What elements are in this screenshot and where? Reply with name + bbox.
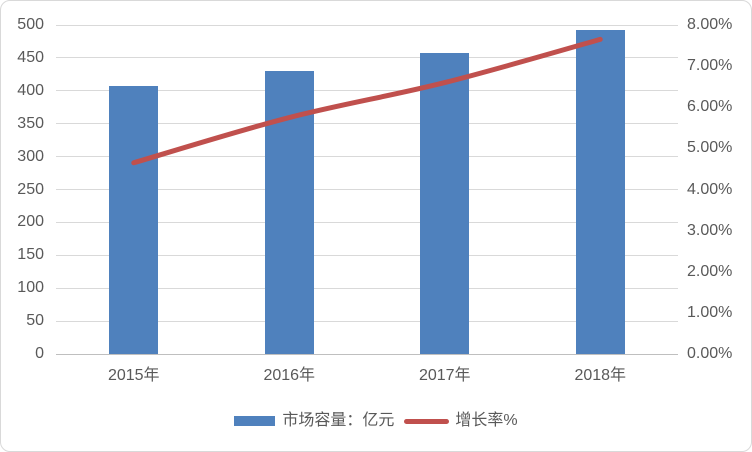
right-axis-tick-label: 1.00%	[687, 303, 733, 321]
gridline	[56, 24, 678, 26]
gridline	[56, 189, 678, 190]
left-axis-tick-label: 350	[17, 114, 44, 132]
right-axis-tick-label: 5.00%	[687, 139, 733, 157]
left-axis-tick-label: 300	[17, 147, 44, 165]
right-axis-tick-label: 3.00%	[687, 221, 733, 239]
bar-2017	[420, 52, 470, 354]
right-axis-tick-label: 2.00%	[687, 262, 733, 280]
legend-label-market-size: 市场容量：亿元	[282, 412, 395, 429]
left-axis-tick-label: 500	[17, 16, 44, 33]
left-axis-tick-label: 150	[17, 246, 44, 264]
bar-2016	[264, 71, 314, 354]
left-axis-tick-label: 100	[17, 279, 44, 297]
bar-2015	[109, 85, 159, 354]
x-axis-label-2017: 2017年	[418, 367, 471, 384]
left-axis-tick-label: 0	[35, 345, 44, 362]
gridline	[56, 254, 678, 256]
x-axis-label-2018: 2018年	[574, 367, 627, 384]
gridline	[56, 221, 678, 223]
right-axis-tick-label: 0.00%	[687, 345, 733, 362]
x-axis-label-2016: 2016年	[263, 367, 316, 384]
gridline	[56, 320, 678, 322]
x-axis-label-2015: 2015年	[107, 367, 160, 384]
left-axis-tick-label: 50	[26, 312, 44, 330]
right-axis-tick-label: 8.00%	[687, 16, 733, 33]
right-axis-tick-label: 7.00%	[687, 57, 733, 75]
left-axis-tick-label: 450	[17, 48, 44, 66]
left-axis-tick-label: 400	[17, 81, 44, 99]
left-axis-tick-label: 250	[17, 180, 44, 198]
legend: 市场容量：亿元 增长率%	[1, 412, 751, 430]
bar-2018	[575, 29, 625, 354]
legend-bar-swatch	[234, 416, 276, 426]
right-axis-tick-label: 4.00%	[687, 180, 733, 198]
legend-label-growth-rate: 增长率%	[455, 412, 518, 429]
gridline	[56, 287, 678, 289]
x-axis-line	[56, 353, 678, 355]
left-axis-tick-label: 200	[17, 213, 44, 231]
legend-line-swatch	[404, 418, 450, 424]
right-axis-tick-label: 6.00%	[687, 98, 733, 116]
